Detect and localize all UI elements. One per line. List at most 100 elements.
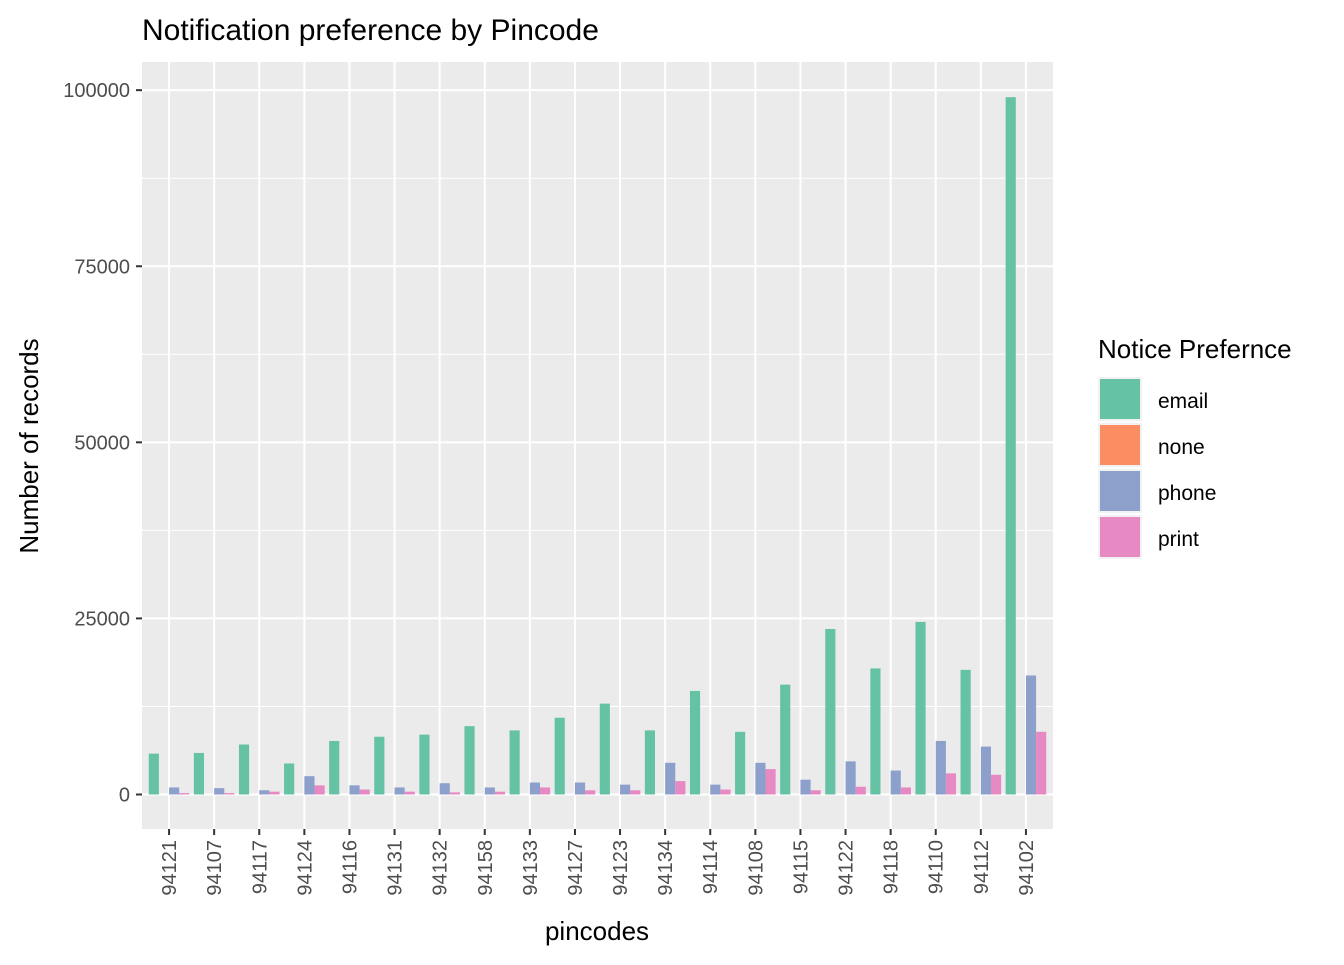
x-axis: 94121 94107 94117 94124 94116 94131 94132 94158…: [159, 829, 1038, 896]
grid-minor: [142, 177, 1053, 707]
bar-print: [539, 787, 551, 795]
x-tick-label: 94116: [339, 840, 361, 894]
bar-phone: [304, 776, 315, 795]
bar-email: [1005, 97, 1016, 795]
legend-key-phone: [1100, 471, 1140, 511]
x-tick-label: 94117: [249, 840, 271, 894]
x-tick-label: 94118: [881, 840, 903, 894]
bar-phone: [394, 787, 405, 795]
bar-print: [945, 773, 957, 795]
y-tick-label: 0: [119, 784, 130, 806]
bar-print: [585, 790, 596, 795]
bar-phone: [214, 788, 225, 795]
bar-email: [915, 621, 926, 795]
bar-phone: [755, 762, 766, 795]
x-tick-label: 94114: [700, 840, 722, 894]
x-tick-label: 94132: [430, 840, 452, 896]
bars: [148, 97, 1047, 795]
bar-print: [675, 781, 686, 795]
bar-print: [314, 785, 325, 795]
x-tick-label: 94110: [926, 840, 948, 894]
bar-print: [404, 791, 415, 795]
bar-print: [359, 789, 370, 795]
x-tick-label: 94102: [1016, 840, 1038, 896]
bar-email: [960, 669, 971, 795]
x-axis-title: pincodes: [545, 916, 649, 946]
bar-email: [689, 690, 701, 795]
bar-print: [179, 793, 190, 795]
bar-phone: [439, 783, 450, 795]
legend-label-phone: phone: [1158, 482, 1216, 505]
bar-print: [269, 791, 280, 795]
bar-phone: [710, 784, 721, 795]
y-axis-title: Number of records: [14, 338, 44, 553]
legend-key-email: [1100, 379, 1140, 419]
legend-title: Notice Prefernce: [1098, 334, 1292, 364]
grid-major: [142, 62, 1053, 829]
bar-phone: [980, 746, 991, 795]
legend-key-none: [1100, 425, 1140, 465]
bar-email: [599, 703, 610, 795]
plot-panel: [142, 62, 1053, 829]
bar-phone: [890, 770, 901, 795]
bar-phone: [845, 761, 856, 795]
bar-print: [855, 786, 866, 795]
y-tick-label: 100000: [63, 80, 130, 102]
bar-phone: [935, 740, 946, 795]
x-tick-label: 94134: [655, 840, 677, 896]
bar-email: [329, 740, 340, 795]
x-tick-label: 94107: [204, 840, 226, 896]
legend-label-email: email: [1158, 390, 1208, 413]
bar-phone: [169, 787, 180, 795]
x-tick-label: 94127: [565, 840, 587, 896]
bar-email: [238, 744, 250, 795]
bar-phone: [529, 782, 540, 795]
x-tick-label: 94115: [790, 840, 812, 894]
bar-print: [810, 790, 821, 795]
x-tick-label: 94131: [385, 840, 407, 896]
bar-email: [464, 726, 475, 795]
bar-print: [449, 792, 460, 795]
bar-phone: [259, 790, 270, 795]
bar-phone: [484, 787, 495, 795]
x-tick-label: 94123: [610, 840, 632, 896]
bar-print: [494, 791, 506, 795]
bar-email: [554, 717, 565, 795]
legend-label-print: print: [1158, 528, 1199, 551]
x-tick-label: 94133: [520, 840, 542, 896]
bar-email: [825, 628, 836, 795]
bar-print: [900, 787, 911, 795]
chart-title: Notification preference by Pincode: [142, 14, 599, 47]
bar-email: [870, 668, 881, 795]
bar-phone: [349, 785, 360, 795]
x-tick-label: 94124: [294, 840, 316, 896]
legend-label-none: none: [1158, 436, 1205, 459]
y-tick-label: 25000: [74, 608, 130, 630]
x-tick-label: 94158: [475, 840, 497, 896]
bar-email: [374, 736, 385, 795]
legend-key-print: [1100, 517, 1140, 557]
x-tick-label: 94108: [745, 840, 767, 896]
bar-phone: [800, 779, 811, 795]
bar-print: [990, 774, 1002, 795]
bar-email: [735, 731, 746, 795]
y-axis: 0 25000 50000 75000 100000: [63, 80, 142, 806]
x-tick-label: 94112: [971, 840, 993, 894]
bar-print: [765, 769, 776, 795]
y-tick-label: 75000: [74, 256, 130, 278]
bar-email: [644, 730, 656, 795]
bar-phone: [574, 782, 586, 795]
bar-email: [148, 753, 159, 795]
bar-phone: [620, 784, 631, 795]
legend: Notice Prefernce email none phone print: [1098, 334, 1292, 559]
bar-email: [780, 684, 791, 795]
x-tick-label: 94122: [836, 840, 858, 896]
bar-email: [509, 730, 520, 795]
bar-print: [224, 793, 235, 795]
bar-print: [720, 789, 731, 795]
bar-phone: [665, 762, 676, 795]
bar-email: [284, 763, 295, 795]
bar-print: [630, 790, 641, 795]
